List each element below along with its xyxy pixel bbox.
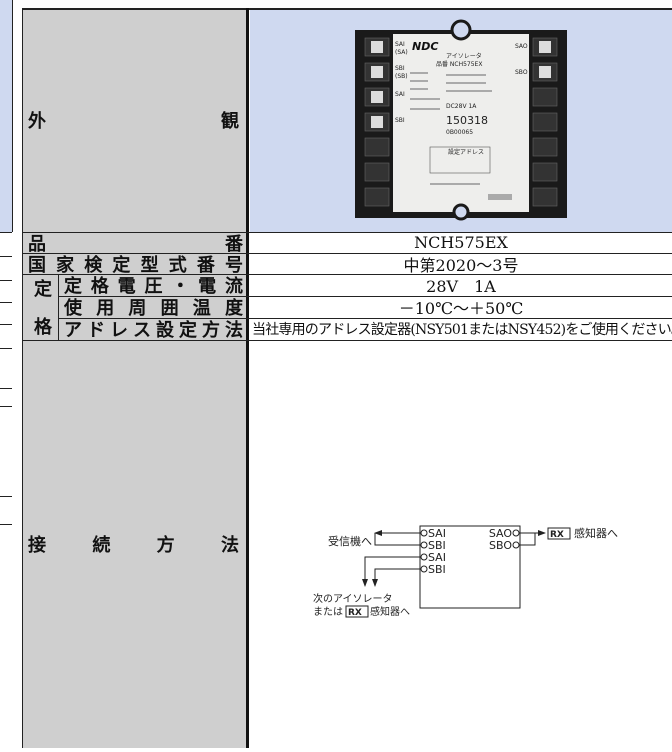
value-cell: 当社専用のアドレス設定器(NSY501またはNSY452)をご使用ください。: [252, 322, 672, 338]
device-text: アイソレータ: [446, 52, 482, 60]
label-cell: アドレス設定方法: [58, 318, 247, 341]
side-strip: [0, 0, 12, 232]
rx-mark: RX: [348, 608, 362, 618]
print-lines: [410, 72, 512, 200]
terminal-label: SBO: [489, 539, 512, 552]
border: [22, 232, 672, 233]
terminal-text: SAI: [395, 41, 405, 48]
label-cell: 使用周囲温度: [58, 296, 247, 319]
terminal-text: SBO: [515, 69, 528, 76]
terminal-label: SAO: [489, 527, 513, 540]
address-box: [429, 146, 491, 174]
terminal-label: SAI: [428, 527, 446, 540]
next-text: 感知器へ: [370, 605, 410, 618]
terminal-text: (SA): [395, 49, 408, 56]
border: [22, 274, 672, 275]
screws: [371, 41, 551, 128]
image-cell: SAI (SA) SBI (SB) SAI SBI SAO SBO アイソレータ…: [250, 8, 672, 232]
wires: [362, 529, 546, 587]
value-cell: 中第2020～3号: [403, 255, 519, 275]
value-cell: 28V 1A: [426, 277, 496, 296]
terminal-text: SBI: [395, 65, 405, 72]
device-text: 0B00065: [446, 129, 473, 136]
border: [58, 296, 672, 297]
mount-hole: [450, 19, 472, 41]
border: [58, 274, 59, 340]
value-cell: －10℃～＋50℃: [398, 299, 524, 318]
terminal-label: SBI: [428, 539, 446, 552]
label-panel: [393, 34, 529, 212]
border: [22, 8, 23, 748]
label-cell: 接続方法: [22, 340, 247, 748]
side-lines: [0, 232, 12, 532]
border: [22, 8, 672, 10]
next-text: 次のアイソレータ: [313, 592, 393, 605]
device-text: 品番 NCH575EX: [436, 61, 482, 68]
isolator-box: [419, 525, 521, 609]
border: [58, 318, 672, 319]
terminal-label: SAI: [428, 551, 446, 564]
next-text: または: [313, 606, 343, 618]
device-code: 150318: [446, 114, 488, 127]
wiring-diagram: SAI SBI SAI SBI SAO SBO 受信機へ RX 感知器へ 次のア…: [313, 525, 618, 618]
group-label: 定格: [22, 274, 58, 340]
label-cell: 品番: [22, 232, 247, 255]
label-cell: 定格電圧・電流: [58, 274, 247, 297]
border: [246, 8, 249, 748]
to-detector: 感知器へ: [574, 526, 618, 540]
terminal-text: SAO: [515, 43, 528, 50]
to-receiver: 受信機へ: [328, 534, 372, 548]
border: [22, 340, 672, 341]
label-cell: 国家検定型式番号: [22, 253, 247, 276]
terminal-text: SAI: [395, 91, 405, 98]
label-cell: 外観: [22, 8, 247, 232]
border: [22, 253, 672, 254]
terminal-text: SBI: [395, 117, 405, 124]
terminal-text: (SB): [395, 73, 408, 80]
device-text: DC28V 1A: [446, 103, 477, 110]
side-edge: [12, 0, 13, 232]
mount-hole: [452, 203, 470, 221]
brand: NDC: [412, 40, 438, 53]
device-text: 設定アドレス: [448, 148, 484, 156]
terminal-label: SBI: [428, 563, 446, 576]
rx-mark: RX: [550, 530, 564, 540]
diagram-cell: SAI SBI SAI SBI SAO SBO 受信機へ RX 感知器へ 次のア…: [250, 340, 672, 748]
device-image: SAI (SA) SBI (SB) SAI SBI SAO SBO アイソレータ…: [355, 19, 567, 221]
value-cell: NCH575EX: [414, 233, 508, 252]
